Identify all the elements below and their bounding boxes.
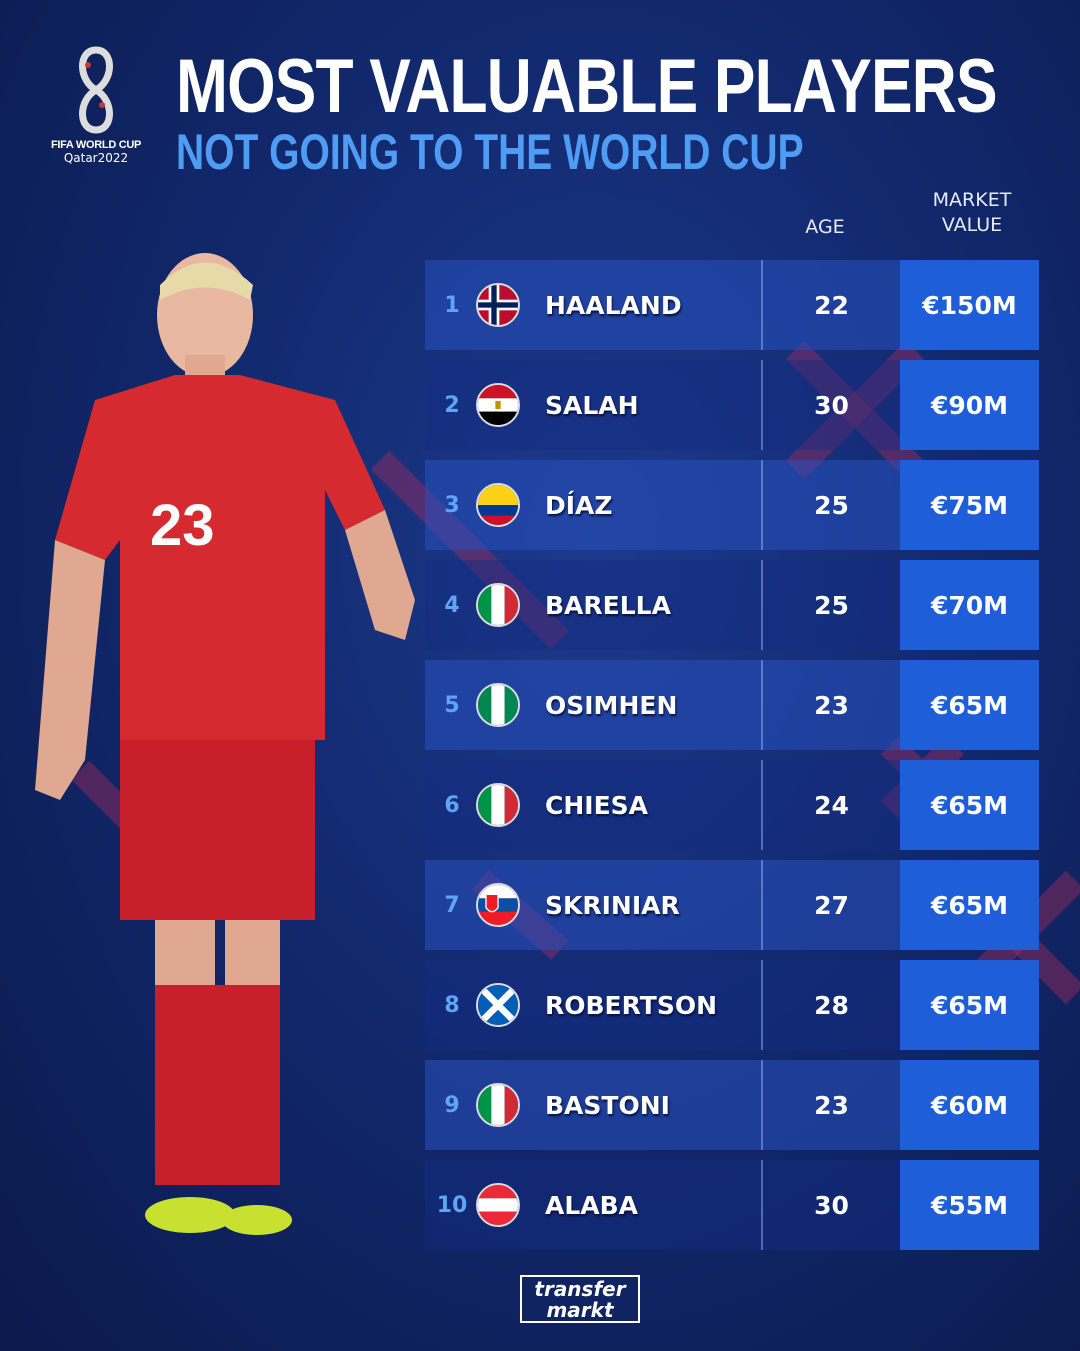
italy-flag-icon xyxy=(476,583,520,627)
table-row: 5 OSIMHEN 23 €65M xyxy=(425,660,1039,750)
market-value-header: MARKET VALUE xyxy=(910,188,1034,238)
brand-line1: transfer xyxy=(534,1277,626,1301)
player-age: 30 xyxy=(814,390,849,420)
column-divider xyxy=(761,460,763,550)
page-title: MOST VALUABLE PLAYERS xyxy=(176,44,998,129)
column-divider xyxy=(761,560,763,650)
table-row: 2 SALAH 30 €90M xyxy=(425,360,1039,450)
market-value: €65M xyxy=(900,860,1039,950)
rank: 6 xyxy=(444,792,460,818)
rank: 2 xyxy=(444,392,460,418)
austria-flag-icon xyxy=(476,1183,520,1227)
player-age: 28 xyxy=(814,990,849,1020)
rank: 1 xyxy=(444,292,460,318)
egypt-flag-icon xyxy=(476,383,520,427)
world-cup-logo: FIFA WORLD CUP Qatar2022 xyxy=(44,45,148,165)
logo-line1: FIFA WORLD CUP xyxy=(50,139,142,151)
player-name: SALAH xyxy=(545,390,639,420)
player-name: OSIMHEN xyxy=(545,690,678,720)
column-divider xyxy=(761,760,763,850)
norway-flag-icon xyxy=(476,283,520,327)
player-name: BASTONI xyxy=(545,1090,670,1120)
table-row: 7 SKRINIAR 27 €65M xyxy=(425,860,1039,950)
player-name: SKRINIAR xyxy=(545,890,680,920)
player-name: ALABA xyxy=(545,1190,639,1220)
rank: 3 xyxy=(444,492,460,518)
market-value: €65M xyxy=(900,960,1039,1050)
italy-flag-icon xyxy=(476,783,520,827)
brand-line2: markt xyxy=(546,1298,614,1322)
rank: 10 xyxy=(436,1192,468,1218)
player-age: 30 xyxy=(814,1190,849,1220)
market-value: €65M xyxy=(900,760,1039,850)
player-name: ROBERTSON xyxy=(545,990,717,1020)
rank: 5 xyxy=(444,692,460,718)
table-row: 3 DÍAZ 25 €75M xyxy=(425,460,1039,550)
market-value: €90M xyxy=(900,360,1039,450)
player-photo: 23 xyxy=(35,253,415,1235)
logo-line2: Qatar2022 xyxy=(63,151,129,165)
scotland-flag-icon xyxy=(476,983,520,1027)
slovakia-flag-icon xyxy=(476,883,520,927)
transfermarkt-logo: transfer markt xyxy=(520,1275,640,1323)
column-divider xyxy=(761,860,763,950)
market-value: €65M xyxy=(900,660,1039,750)
player-name: BARELLA xyxy=(545,590,671,620)
age-column-header: AGE xyxy=(805,216,845,238)
player-name: CHIESA xyxy=(545,790,649,820)
column-divider xyxy=(761,660,763,750)
market-value: €55M xyxy=(900,1160,1039,1250)
player-age: 27 xyxy=(814,890,849,920)
player-age: 23 xyxy=(814,1090,849,1120)
market-value: €60M xyxy=(900,1060,1039,1150)
rank: 9 xyxy=(444,1092,460,1118)
player-name: HAALAND xyxy=(545,290,682,320)
market-value: €150M xyxy=(900,260,1039,350)
table-row: 4 BARELLA 25 €70M xyxy=(425,560,1039,650)
rank: 8 xyxy=(444,992,460,1018)
market-value-header-line2: VALUE xyxy=(941,214,1003,236)
svg-text:23: 23 xyxy=(150,493,215,558)
player-age: 25 xyxy=(814,590,849,620)
trophy-emblem-icon xyxy=(79,46,113,134)
table-row: 10 ALABA 30 €55M xyxy=(425,1160,1039,1250)
table-row: 1 HAALAND 22 €150M xyxy=(425,260,1039,350)
market-value: €70M xyxy=(900,560,1039,650)
column-divider xyxy=(761,1160,763,1250)
colombia-flag-icon xyxy=(476,483,520,527)
rank: 4 xyxy=(444,592,460,618)
italy-flag-icon xyxy=(476,1083,520,1127)
column-divider xyxy=(761,1060,763,1150)
table-row: 9 BASTONI 23 €60M xyxy=(425,1060,1039,1150)
page-subtitle: NOT GOING TO THE WORLD CUP xyxy=(176,124,804,180)
market-value-header-line1: MARKET xyxy=(932,189,1012,211)
player-age: 23 xyxy=(814,690,849,720)
table-row: 6 CHIESA 24 €65M xyxy=(425,760,1039,850)
table-row: 8 ROBERTSON 28 €65M xyxy=(425,960,1039,1050)
rank: 7 xyxy=(444,892,460,918)
column-divider xyxy=(761,360,763,450)
column-divider xyxy=(761,960,763,1050)
player-name: DÍAZ xyxy=(545,490,613,520)
column-divider xyxy=(761,260,763,350)
market-value: €75M xyxy=(900,460,1039,550)
player-age: 24 xyxy=(814,790,849,820)
nigeria-flag-icon xyxy=(476,683,520,727)
player-age: 25 xyxy=(814,490,849,520)
player-age: 22 xyxy=(814,290,849,320)
